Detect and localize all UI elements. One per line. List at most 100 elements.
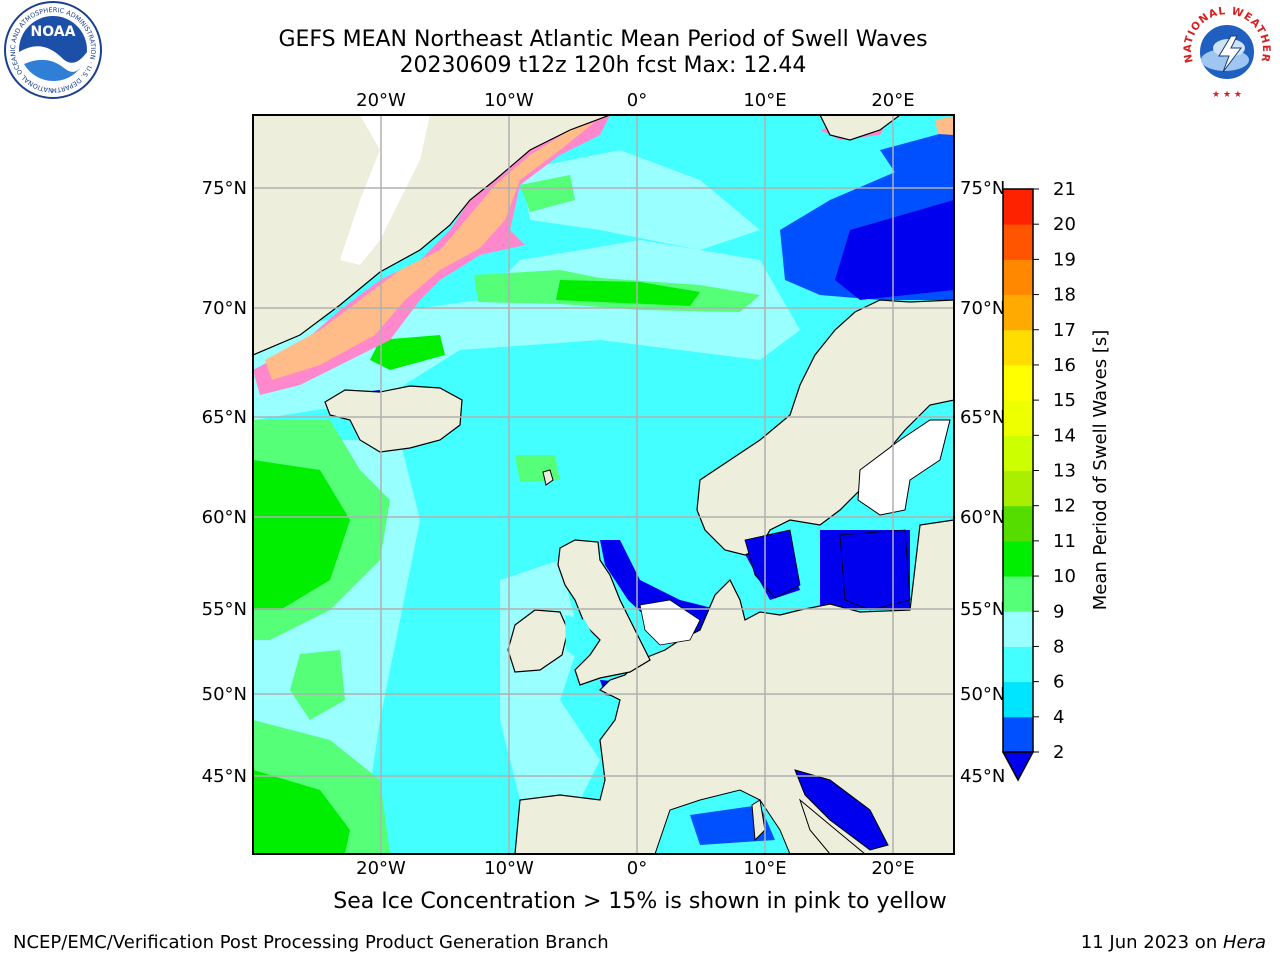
swell-band-below-2s (835, 200, 954, 300)
noaa-logo: NATIONAL OCEANIC AND ATMOSPHERIC ADMINIS… (2, 0, 102, 99)
land-greenland (253, 115, 611, 356)
colorbar-tick-label: 10 (1053, 566, 1076, 587)
lon-label-top: 0° (627, 90, 647, 111)
lat-label-left: 45°N (202, 766, 247, 787)
lon-label-bottom: 10°E (743, 858, 786, 879)
colorbar-tick-label: 19 (1053, 249, 1076, 270)
land-europe (514, 299, 954, 854)
colorbar-bin (1003, 540, 1033, 577)
land-ireland (507, 609, 569, 673)
greenland-ice-sheet (340, 115, 430, 265)
lat-label-left: 65°N (202, 407, 247, 428)
lat-label-right: 50°N (960, 684, 1005, 705)
lon-label-bottom: 20°W (356, 858, 406, 879)
footer-date: 11 Jun 2023 on Hera (1081, 932, 1266, 953)
swell-band-9-10s (515, 455, 560, 482)
lat-label-left: 60°N (202, 507, 247, 528)
swell-band-10-11s (253, 770, 350, 854)
colorbar-bin (1003, 611, 1033, 647)
kattegat (744, 529, 801, 599)
gulf-of-bothnia (857, 419, 951, 516)
colorbar-bin (1003, 400, 1033, 436)
colorbar-tick-label: 11 (1053, 531, 1076, 552)
swell-band-below-2s (600, 540, 740, 640)
colorbar-bin (1003, 681, 1033, 718)
colorbar-tick-label: 4 (1053, 707, 1064, 728)
colorbar-tick-label: 17 (1053, 320, 1076, 341)
colorbar-tick-label: 16 (1053, 355, 1076, 376)
land-svalbard (819, 115, 901, 141)
swell-band-2-4s (880, 130, 954, 180)
map-title: GEFS MEAN Northeast Atlantic Mean Period… (278, 27, 928, 52)
colorbar-bin (1003, 364, 1033, 401)
nws-logo: NATIONAL WEATHER SERVICE ★ ★ ★ (1179, 4, 1273, 100)
adriatic-sea (794, 769, 889, 851)
sea-ice-region (265, 122, 595, 380)
colorbar-bin (1003, 294, 1033, 331)
colorbar-bin (1003, 505, 1033, 542)
colorbar-bin (1003, 329, 1033, 366)
lat-label-right: 65°N (960, 407, 1005, 428)
colorbar-extend-arrow (1001, 751, 1035, 782)
irish-sea (565, 615, 595, 660)
colorbar-tick-label: 2 (1053, 742, 1064, 763)
lat-label-right: 60°N (960, 507, 1005, 528)
lon-label-top: 10°E (743, 90, 786, 111)
coastal-unknown (639, 599, 701, 646)
colorbar-tick-label: 18 (1053, 285, 1076, 306)
sea-ice-region (935, 116, 954, 135)
lat-label-right: 75°N (960, 178, 1005, 199)
colorbar-bin (1003, 224, 1033, 260)
colorbar-tick-label: 8 (1053, 636, 1064, 657)
lon-label-top: 10°W (484, 90, 534, 111)
land-iceland (324, 385, 463, 453)
colorbar-bin (1003, 259, 1033, 296)
colorbar-tick-label: 13 (1053, 461, 1076, 482)
noaa-logo-text: NOAA (31, 24, 76, 40)
lat-label-right: 55°N (960, 599, 1005, 620)
colorbar-bin (1003, 189, 1033, 225)
lon-label-bottom: 10°W (484, 858, 534, 879)
colorbar: 2 4 6 8 9 10 11 12 13 14 15 16 17 18 19 20 21 (1001, 179, 1076, 782)
colorbar-tick-label: 20 (1053, 214, 1076, 235)
footer-credit: NCEP/EMC/Verification Post Processing Pr… (13, 932, 609, 953)
map-frame (252, 114, 955, 855)
colorbar-bin (1003, 470, 1033, 507)
swell-band-10-11s (370, 335, 445, 370)
map-area (253, 115, 954, 854)
colorbar-tick-label: 6 (1053, 672, 1064, 693)
colorbar-label: Mean Period of Swell Waves [s] (1090, 330, 1111, 611)
colorbar-bin (1003, 435, 1033, 471)
colorbar-tick-label: 12 (1053, 496, 1076, 517)
swell-band-9-10s (290, 650, 345, 720)
sea-ice-note: Sea Ice Concentration > 15% is shown in … (333, 889, 947, 914)
lon-label-bottom: 0° (627, 858, 647, 879)
swell-band-10-11s (556, 280, 700, 306)
lon-label-top: 20°E (871, 90, 914, 111)
lat-label-right: 45°N (960, 766, 1005, 787)
map-gridlines (253, 115, 954, 854)
swell-band-9-10s (520, 175, 575, 212)
lat-label-left: 50°N (202, 684, 247, 705)
footer-host: Hera (1222, 932, 1266, 953)
land-faroe (542, 469, 554, 486)
colorbar-bin (1003, 576, 1033, 612)
colorbar-bin (1003, 646, 1033, 683)
footer-date-text: 11 Jun 2023 on (1080, 932, 1223, 953)
swell-band-10-11s (253, 460, 350, 610)
baltic-sea (839, 529, 911, 611)
land-great-britain (557, 539, 651, 686)
lat-label-left: 70°N (202, 298, 247, 319)
lat-label-left: 55°N (202, 599, 247, 620)
colorbar-bin (1003, 716, 1033, 753)
colorbar-tick-label: 9 (1053, 601, 1064, 622)
land-italy (798, 798, 866, 854)
map-subtitle: 20230609 t12z 120h fcst Max: 12.44 (399, 53, 807, 78)
swell-band-8-9s (520, 150, 760, 250)
lat-label-left: 75°N (202, 178, 247, 199)
colorbar-tick-label: 14 (1053, 425, 1076, 446)
svg-text:★ ★ ★: ★ ★ ★ (1212, 90, 1242, 100)
lat-label-right: 70°N (960, 298, 1005, 319)
colorbar-tick-label: 21 (1053, 179, 1076, 200)
